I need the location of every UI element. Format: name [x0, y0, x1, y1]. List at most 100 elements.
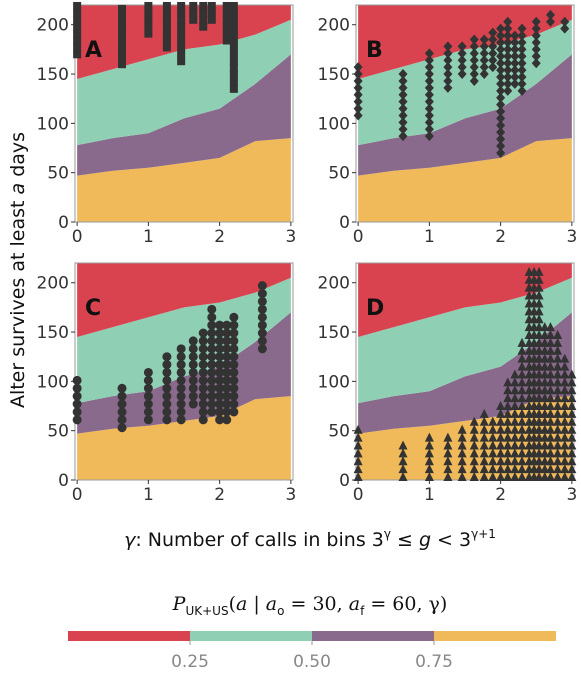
point	[424, 82, 434, 93]
point	[353, 464, 363, 474]
point	[496, 416, 506, 426]
point	[503, 432, 513, 442]
point	[229, 15, 238, 24]
point	[188, 344, 198, 354]
point	[540, 424, 550, 434]
point	[457, 424, 467, 434]
point	[540, 408, 550, 418]
point	[510, 472, 520, 482]
point	[496, 141, 506, 152]
point	[479, 416, 489, 426]
point	[215, 399, 225, 409]
point	[479, 456, 489, 466]
y-label-text: Alter survives at least	[7, 195, 29, 409]
point	[222, 352, 232, 362]
point	[457, 456, 467, 466]
point	[540, 377, 550, 387]
point	[560, 416, 570, 426]
y-tick-label: 50	[328, 422, 350, 442]
point	[257, 320, 267, 330]
x-label-sup: γ	[384, 527, 391, 541]
point	[503, 16, 513, 27]
point	[567, 456, 577, 466]
point	[531, 30, 541, 41]
point	[496, 456, 506, 466]
point	[553, 330, 563, 340]
point	[545, 385, 555, 395]
point	[72, 383, 82, 393]
point	[424, 103, 434, 114]
point	[510, 401, 520, 411]
point	[488, 432, 498, 442]
point	[510, 408, 520, 418]
point	[176, 352, 186, 362]
point	[488, 448, 498, 458]
point	[503, 401, 513, 411]
x-tick-label: 0	[353, 227, 364, 247]
point	[545, 456, 555, 466]
point	[517, 472, 527, 482]
point	[567, 464, 577, 474]
point	[143, 375, 153, 385]
point	[229, 77, 238, 86]
point	[534, 416, 544, 426]
point	[479, 448, 489, 458]
point	[177, 22, 186, 31]
point	[517, 448, 527, 458]
area-band	[358, 277, 572, 404]
point	[424, 432, 434, 442]
point	[496, 120, 506, 131]
point	[162, 43, 171, 52]
panel-label: A	[85, 38, 102, 63]
point	[353, 75, 363, 86]
point	[517, 85, 527, 96]
point	[553, 424, 563, 434]
point	[560, 408, 570, 418]
point	[176, 360, 186, 370]
point	[222, 383, 232, 393]
point	[479, 62, 489, 73]
x-tick-label: 3	[566, 227, 577, 247]
point	[443, 48, 453, 59]
point	[503, 23, 513, 34]
x-label-text: < 3	[431, 529, 471, 551]
point	[207, 15, 216, 24]
point	[229, 375, 239, 385]
point	[503, 448, 513, 458]
point	[469, 448, 479, 458]
point	[189, 1, 198, 10]
point	[198, 415, 208, 425]
point	[488, 464, 498, 474]
point	[215, 415, 225, 425]
point	[222, 407, 232, 417]
point	[534, 408, 544, 418]
point	[353, 82, 363, 93]
point	[424, 75, 434, 86]
point	[229, 50, 238, 59]
point	[257, 296, 267, 306]
point	[257, 289, 267, 299]
point	[144, 29, 153, 38]
point	[534, 314, 544, 324]
point	[162, 407, 172, 417]
point	[118, 11, 127, 20]
point	[488, 48, 498, 59]
y-tick-label: 50	[47, 422, 69, 442]
point	[176, 407, 186, 417]
point	[229, 312, 239, 322]
point	[479, 464, 489, 474]
point	[222, 320, 232, 330]
point	[229, 43, 238, 52]
point	[198, 367, 208, 377]
point	[118, 32, 127, 41]
point	[229, 36, 238, 45]
y-tick-label: 100	[318, 372, 350, 392]
point	[567, 393, 577, 403]
point	[496, 408, 506, 418]
point	[229, 391, 239, 401]
area-band	[77, 263, 291, 337]
colorbar-title-part: a	[349, 593, 360, 615]
x-label-sup: γ+1	[471, 527, 496, 541]
point	[229, 383, 239, 393]
